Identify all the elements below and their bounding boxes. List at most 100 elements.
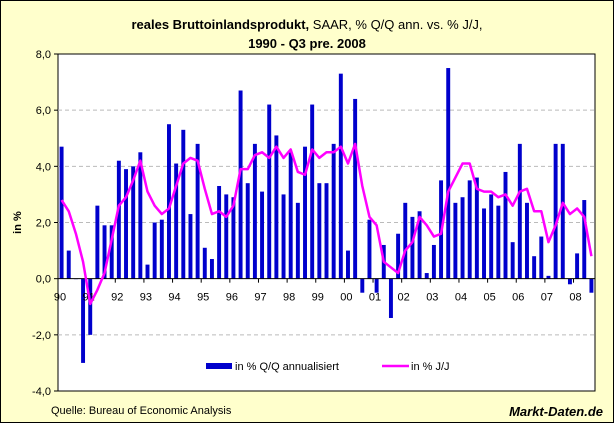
x-tick-label: 90 — [54, 292, 66, 304]
bar — [496, 205, 501, 279]
title-rest: SAAR, % Q/Q ann. vs. % J/J, — [309, 17, 483, 32]
bar — [582, 200, 587, 279]
bar — [124, 169, 128, 279]
bar — [217, 185, 222, 279]
bar — [102, 225, 107, 279]
bar — [152, 222, 157, 279]
bar — [431, 244, 436, 279]
bar — [589, 278, 594, 293]
bar — [539, 236, 544, 279]
y-tick-label: 6,0 — [36, 105, 51, 117]
title-bold: reales Bruttoinlandsprodukt, — [131, 17, 310, 32]
x-tick-label: 98 — [283, 292, 295, 304]
bar — [267, 104, 272, 279]
x-tick-label: 92 — [111, 292, 123, 304]
bar — [138, 152, 143, 279]
bar — [532, 256, 537, 279]
bar — [295, 202, 300, 279]
bar — [338, 73, 343, 279]
bar — [288, 152, 293, 279]
bar — [260, 191, 265, 279]
x-tick-label: 94 — [168, 292, 180, 304]
bar — [482, 208, 486, 279]
bar — [453, 202, 458, 279]
x-tick-label: 04 — [455, 292, 467, 304]
x-tick-label: 01 — [369, 292, 381, 304]
source-note: Quelle: Bureau of Economic Analysis — [51, 405, 232, 417]
y-tick-label: 2,0 — [36, 218, 51, 230]
chart-title: reales Bruttoinlandsprodukt, SAAR, % Q/Q… — [1, 15, 613, 53]
y-tick-label: -4,0 — [32, 386, 51, 398]
bar — [209, 259, 214, 279]
x-tick-label: 03 — [426, 292, 438, 304]
bar — [88, 278, 93, 335]
bar — [410, 216, 415, 279]
legend-swatch-bar — [206, 363, 232, 369]
x-tick-label: 99 — [312, 292, 324, 304]
x-tick-label: 06 — [512, 292, 524, 304]
bar — [202, 247, 207, 279]
bar — [403, 202, 408, 279]
x-tick-label: 07 — [541, 292, 553, 304]
bar — [109, 225, 114, 279]
bar — [353, 98, 358, 279]
bar — [317, 183, 322, 279]
bar — [238, 90, 243, 279]
bar — [417, 211, 422, 279]
bar — [66, 250, 71, 279]
y-axis-label: in % — [12, 211, 24, 234]
chart-subtitle: 1990 - Q3 pre. 2008 — [248, 36, 366, 51]
bar — [510, 242, 515, 279]
x-tick-label: 05 — [483, 292, 495, 304]
bar — [303, 146, 307, 279]
legend-label-bar: in % Q/Q annualisiert — [235, 361, 339, 373]
y-tick-label: 8,0 — [36, 49, 51, 61]
legend-label-line: in % J/J — [411, 361, 450, 373]
y-tick-label: 4,0 — [36, 161, 51, 173]
bar — [95, 205, 100, 279]
bar — [167, 124, 171, 279]
bar — [231, 197, 236, 279]
x-tick-label: 95 — [197, 292, 209, 304]
bar — [188, 214, 193, 279]
bar — [474, 177, 479, 279]
bar — [546, 275, 551, 279]
bar — [245, 183, 250, 279]
bar — [460, 197, 465, 279]
bar — [174, 163, 179, 279]
bar — [467, 180, 472, 279]
bar — [224, 194, 229, 279]
bar — [388, 278, 393, 318]
bar — [181, 129, 186, 279]
bar — [59, 146, 64, 279]
bar — [560, 143, 565, 279]
bar — [367, 219, 372, 279]
bar — [116, 160, 121, 279]
bar — [575, 253, 580, 279]
bar — [567, 278, 572, 285]
bar — [553, 143, 558, 279]
brand-logo: Markt-Daten.de — [509, 404, 603, 419]
y-tick-label: 0,0 — [36, 274, 51, 286]
bar — [396, 233, 401, 279]
x-tick-label: 02 — [398, 292, 410, 304]
bar — [525, 202, 529, 279]
bar — [195, 143, 200, 279]
bar — [424, 273, 429, 279]
x-tick-label: 08 — [569, 292, 581, 304]
bar — [446, 68, 451, 279]
bar — [346, 250, 350, 279]
bar — [324, 183, 329, 279]
x-tick-label: 93 — [140, 292, 152, 304]
bar — [310, 104, 315, 279]
bar — [503, 171, 508, 279]
x-tick-label: 00 — [340, 292, 352, 304]
bar — [81, 278, 86, 363]
bar — [145, 264, 150, 279]
bar — [374, 278, 379, 293]
bar — [274, 135, 279, 279]
bar — [131, 166, 136, 279]
bar — [331, 143, 336, 279]
